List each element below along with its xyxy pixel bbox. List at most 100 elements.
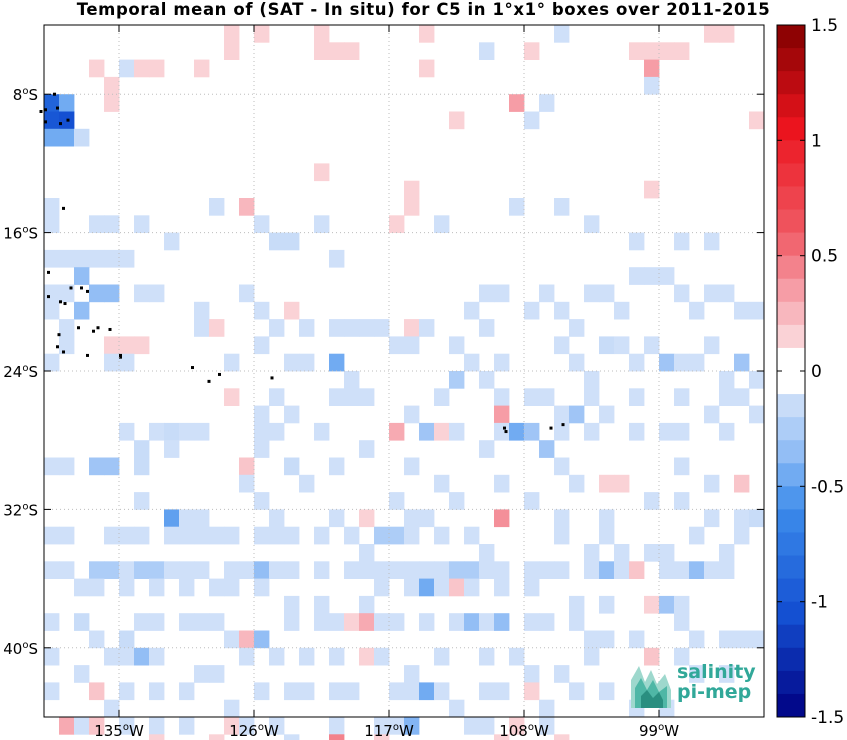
data-cell [404, 319, 420, 337]
colorbar-segment [777, 440, 805, 464]
data-cell [524, 561, 540, 579]
chart-title: Temporal mean of (SAT - In situ) for C5 … [76, 0, 771, 19]
data-cell [314, 613, 330, 631]
data-cell [104, 284, 120, 303]
data-cell [674, 595, 690, 614]
data-cell [629, 232, 645, 251]
island [561, 423, 565, 427]
data-cell [284, 405, 300, 424]
data-cell [329, 682, 345, 701]
data-cell [44, 111, 60, 130]
colorbar-segment [777, 71, 805, 95]
data-cell [629, 561, 645, 579]
data-cell [194, 509, 210, 528]
data-cell [644, 76, 660, 95]
data-cell [104, 353, 120, 372]
data-cell [749, 371, 765, 389]
data-cell [629, 388, 645, 406]
colorbar-segment [777, 25, 805, 49]
island [218, 372, 221, 376]
data-cell [689, 561, 705, 579]
data-cell [449, 336, 465, 355]
data-cell [89, 215, 105, 233]
island [56, 106, 59, 110]
data-cell [599, 336, 615, 355]
data-cell [149, 717, 165, 735]
data-cell [104, 76, 120, 95]
data-cell [554, 734, 570, 740]
data-cell [554, 457, 570, 476]
data-cell [569, 319, 585, 337]
colorbar-segment [777, 117, 805, 141]
data-cell [74, 249, 90, 268]
x-tick-label: 108oW [499, 722, 549, 740]
x-tick-label: 135oW [94, 722, 144, 740]
data-cell [134, 561, 150, 579]
data-cell [464, 301, 480, 320]
data-cell [269, 526, 285, 545]
colorbar-tick-label: -1 [811, 593, 828, 613]
data-cell [239, 284, 255, 303]
data-cell [344, 388, 360, 406]
data-cell [329, 388, 345, 406]
data-cell [179, 578, 195, 597]
data-cell [404, 665, 420, 683]
data-cell [629, 422, 645, 441]
colorbar-segment [777, 301, 805, 326]
data-cell [254, 405, 270, 424]
land-masses [39, 92, 565, 434]
island [503, 426, 506, 430]
data-cell [149, 561, 165, 579]
data-cell [494, 353, 510, 372]
data-cell [389, 526, 405, 545]
data-cell [269, 509, 285, 528]
data-cell [254, 630, 270, 649]
data-cell [464, 526, 480, 545]
island [270, 376, 274, 380]
data-cell [194, 613, 210, 631]
data-cell [329, 613, 345, 631]
island [56, 345, 59, 349]
data-cell [59, 128, 75, 147]
data-cell [689, 665, 705, 683]
data-cell [194, 665, 210, 683]
data-cell [194, 561, 210, 579]
data-cell [329, 509, 345, 528]
data-cell [584, 630, 600, 649]
island [80, 286, 83, 290]
data-cell [269, 319, 285, 337]
data-cell [644, 180, 660, 199]
data-cell [299, 682, 315, 701]
data-cell [59, 717, 75, 735]
data-cell [404, 717, 420, 735]
data-cell [389, 215, 405, 233]
data-cell [254, 492, 270, 510]
data-cell [479, 717, 495, 735]
data-cell [584, 388, 600, 406]
data-cell [119, 336, 135, 355]
data-cell [89, 284, 105, 303]
colorbar-segment [777, 601, 805, 626]
data-cell [44, 682, 60, 701]
island [207, 379, 211, 383]
data-cell [674, 284, 690, 303]
data-cell [119, 249, 135, 268]
data-cell [59, 319, 75, 337]
data-cell [749, 111, 765, 130]
data-cell [359, 561, 375, 579]
data-cell [509, 717, 525, 735]
data-cell [194, 319, 210, 337]
data-cell [584, 371, 600, 389]
data-cell [149, 422, 165, 441]
data-cell [44, 128, 60, 147]
data-cell [389, 336, 405, 355]
data-cell [254, 301, 270, 320]
grid-lines [44, 25, 764, 717]
data-cell [704, 232, 720, 251]
data-cell [149, 613, 165, 631]
data-cell [314, 25, 330, 43]
island [66, 118, 70, 122]
data-cell [404, 336, 420, 355]
data-cell [434, 215, 450, 233]
data-cell [464, 613, 480, 631]
